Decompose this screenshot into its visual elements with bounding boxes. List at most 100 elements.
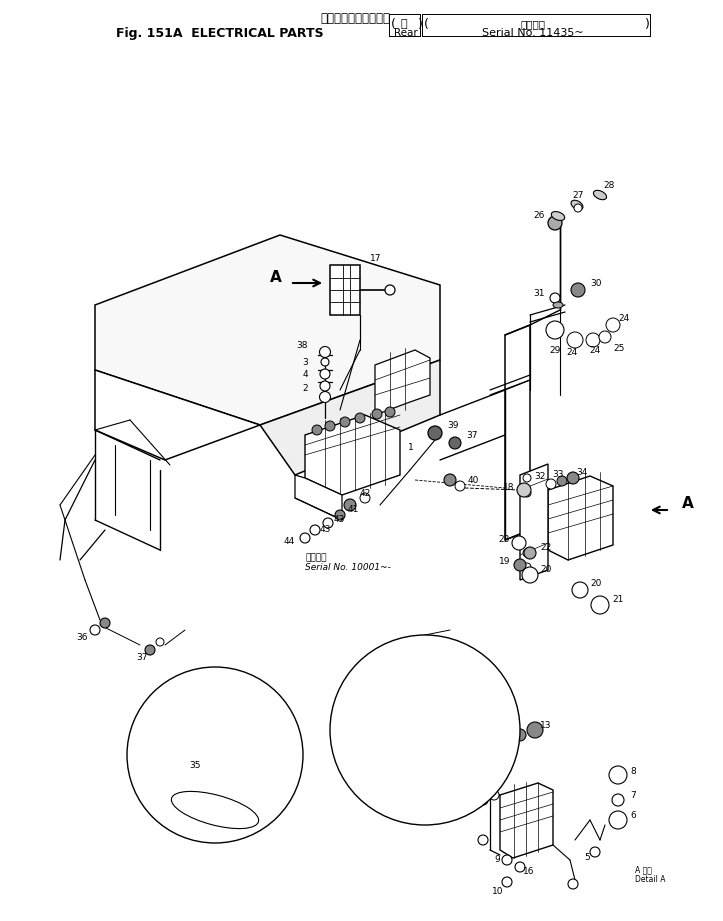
Circle shape xyxy=(557,476,567,486)
Circle shape xyxy=(145,645,155,655)
Text: (: ( xyxy=(424,18,429,31)
Text: 後: 後 xyxy=(401,19,407,29)
Circle shape xyxy=(449,437,461,449)
Circle shape xyxy=(524,547,536,559)
Text: 15: 15 xyxy=(463,792,475,801)
Circle shape xyxy=(574,204,582,212)
Polygon shape xyxy=(330,265,360,315)
Text: 17: 17 xyxy=(370,253,382,262)
Circle shape xyxy=(514,729,526,741)
Circle shape xyxy=(385,285,395,295)
Text: Detail A: Detail A xyxy=(635,876,665,884)
Circle shape xyxy=(323,518,333,528)
Text: 37: 37 xyxy=(137,654,148,662)
Polygon shape xyxy=(95,370,260,460)
Ellipse shape xyxy=(553,302,563,308)
Circle shape xyxy=(599,331,611,343)
Circle shape xyxy=(444,474,456,486)
Text: 33: 33 xyxy=(552,470,564,479)
Text: 適用号渋: 適用号渋 xyxy=(305,554,327,563)
Text: 4: 4 xyxy=(302,369,308,379)
Circle shape xyxy=(100,618,110,628)
Polygon shape xyxy=(500,783,553,858)
Circle shape xyxy=(572,582,588,598)
Circle shape xyxy=(344,499,356,511)
Circle shape xyxy=(586,333,600,347)
Text: 44: 44 xyxy=(283,538,295,546)
Polygon shape xyxy=(260,360,440,475)
Circle shape xyxy=(567,472,579,484)
Circle shape xyxy=(546,321,564,339)
Circle shape xyxy=(567,332,583,348)
Text: 34: 34 xyxy=(576,468,587,476)
Circle shape xyxy=(612,794,624,806)
Text: 25: 25 xyxy=(613,344,625,353)
Text: 43: 43 xyxy=(320,526,331,534)
Circle shape xyxy=(515,862,525,872)
Circle shape xyxy=(478,835,488,845)
Text: 30: 30 xyxy=(590,278,602,287)
Circle shape xyxy=(360,493,370,503)
Text: 6: 6 xyxy=(630,810,636,820)
Text: 31: 31 xyxy=(534,288,545,297)
Polygon shape xyxy=(95,235,440,425)
Text: 35: 35 xyxy=(189,761,201,770)
Text: Fig. 151A  ELECTRICAL PARTS: Fig. 151A ELECTRICAL PARTS xyxy=(116,27,324,40)
Ellipse shape xyxy=(594,191,607,200)
Text: 39: 39 xyxy=(447,421,458,429)
Circle shape xyxy=(156,638,164,646)
Text: A 詳細: A 詳細 xyxy=(635,866,652,875)
Text: 14: 14 xyxy=(474,785,486,794)
Polygon shape xyxy=(295,475,342,520)
Text: 24: 24 xyxy=(589,345,601,355)
Text: 42: 42 xyxy=(360,488,371,497)
Text: 5: 5 xyxy=(584,853,590,861)
Polygon shape xyxy=(505,325,530,540)
Polygon shape xyxy=(548,476,613,560)
Circle shape xyxy=(478,795,488,805)
Text: 41: 41 xyxy=(348,506,359,515)
Text: 13: 13 xyxy=(540,720,552,729)
Circle shape xyxy=(340,417,350,427)
Text: A: A xyxy=(270,270,282,285)
Polygon shape xyxy=(305,415,400,495)
Circle shape xyxy=(335,510,345,520)
Text: A: A xyxy=(682,495,694,510)
Text: 10: 10 xyxy=(492,888,504,896)
Circle shape xyxy=(90,625,100,635)
Text: 1: 1 xyxy=(408,442,414,451)
Text: 28: 28 xyxy=(603,181,615,190)
Circle shape xyxy=(325,421,335,431)
Text: 3: 3 xyxy=(302,357,308,367)
Text: Rear: Rear xyxy=(394,28,418,38)
Circle shape xyxy=(590,847,600,857)
Circle shape xyxy=(523,549,531,557)
Text: エレクトリカルパーツ: エレクトリカルパーツ xyxy=(320,12,390,25)
Text: 21: 21 xyxy=(612,596,623,604)
Ellipse shape xyxy=(571,200,583,210)
Text: 24: 24 xyxy=(566,347,578,356)
Circle shape xyxy=(591,596,609,614)
Text: 16: 16 xyxy=(523,868,534,877)
Text: 43: 43 xyxy=(334,516,346,524)
Circle shape xyxy=(479,729,501,751)
Circle shape xyxy=(310,525,320,535)
Text: 40: 40 xyxy=(468,475,479,484)
Text: ): ) xyxy=(645,18,650,31)
Circle shape xyxy=(127,667,303,843)
Circle shape xyxy=(522,567,538,583)
Circle shape xyxy=(571,283,585,297)
Circle shape xyxy=(548,216,562,230)
Text: 32: 32 xyxy=(534,472,546,481)
Circle shape xyxy=(512,536,526,550)
Circle shape xyxy=(489,790,499,800)
Circle shape xyxy=(546,479,556,489)
Circle shape xyxy=(609,811,627,829)
Circle shape xyxy=(321,358,329,366)
Text: 12: 12 xyxy=(502,728,514,737)
Circle shape xyxy=(428,426,442,440)
Circle shape xyxy=(568,879,578,889)
Text: 8: 8 xyxy=(630,766,636,775)
Circle shape xyxy=(523,563,531,571)
Text: 7: 7 xyxy=(630,791,636,800)
